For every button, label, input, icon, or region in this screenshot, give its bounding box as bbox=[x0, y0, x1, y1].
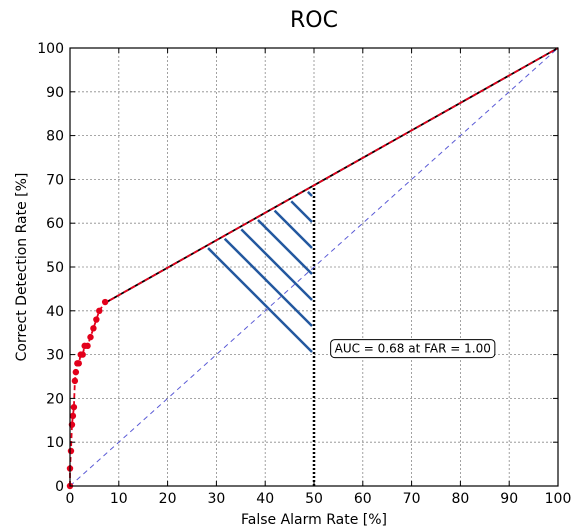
y-axis-label: Correct Detection Rate [%] bbox=[14, 173, 30, 362]
y-tick-label: 10 bbox=[46, 435, 64, 451]
roc-point bbox=[70, 403, 78, 411]
x-tick-label: 100 bbox=[545, 491, 572, 507]
x-tick-label: 20 bbox=[159, 491, 177, 507]
hatch-line bbox=[307, 191, 313, 197]
roc-point bbox=[87, 333, 94, 341]
hatch-line bbox=[273, 209, 313, 249]
hatch-line bbox=[223, 237, 313, 327]
y-tick-label: 80 bbox=[46, 129, 64, 145]
plot-frame bbox=[69, 47, 559, 487]
roc-point bbox=[93, 316, 100, 323]
x-tick-label: 70 bbox=[403, 491, 421, 507]
x-tick-label: 80 bbox=[451, 491, 469, 507]
grid bbox=[70, 48, 558, 486]
x-axis-label: False Alarm Rate [%] bbox=[241, 512, 387, 528]
roc-point bbox=[84, 342, 91, 350]
y-tick-label: 40 bbox=[46, 304, 64, 320]
y-tick-label: 0 bbox=[55, 479, 64, 495]
roc-point bbox=[79, 351, 86, 358]
x-tick-label: 90 bbox=[500, 491, 518, 507]
annotation-box bbox=[330, 339, 496, 359]
chance-diagonal-line bbox=[69, 47, 559, 487]
x-tick-label: 30 bbox=[207, 491, 225, 507]
y-tick-label: 90 bbox=[46, 85, 64, 101]
y-tick-label: 100 bbox=[37, 41, 64, 57]
y-tick-label: 70 bbox=[46, 172, 64, 188]
x-tick-label: 40 bbox=[256, 491, 274, 507]
roc-point bbox=[101, 298, 109, 306]
x-tick-label: 60 bbox=[354, 491, 372, 507]
x-tick-label: 10 bbox=[110, 491, 128, 507]
hatch-line bbox=[290, 200, 313, 223]
series-group bbox=[66, 47, 559, 490]
axis-ticks: 0 10 20 30 40 50 60 70 80 90 100 0 10 20 30 40 50 60 70 80 9… bbox=[37, 41, 571, 507]
hatch-line bbox=[207, 247, 313, 353]
y-tick-label: 20 bbox=[46, 391, 64, 407]
y-tick-label: 60 bbox=[46, 216, 64, 232]
chart-title: ROC bbox=[290, 8, 338, 33]
x-tick-label: 0 bbox=[66, 491, 75, 507]
auc-annotation: AUC = 0.68 at FAR = 1.00 bbox=[330, 339, 496, 359]
hatch-line bbox=[257, 219, 313, 275]
roc-point bbox=[96, 307, 103, 314]
roc-point bbox=[67, 447, 75, 455]
roc-point bbox=[69, 412, 77, 420]
shaded-region-hatch bbox=[207, 191, 313, 353]
roc-point bbox=[72, 368, 80, 376]
y-tick-label: 50 bbox=[46, 260, 64, 276]
x-tick-label: 50 bbox=[305, 491, 323, 507]
y-tick-label: 30 bbox=[46, 348, 64, 364]
roc-point bbox=[90, 325, 97, 332]
roc-point bbox=[75, 360, 82, 367]
annotation-text: AUC = 0.68 at FAR = 1.00 bbox=[335, 342, 491, 356]
roc-point bbox=[71, 377, 79, 385]
hatch-line bbox=[240, 228, 313, 301]
